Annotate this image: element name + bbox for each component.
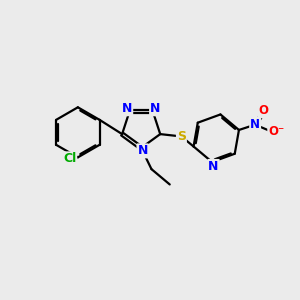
Text: O⁻: O⁻ bbox=[268, 124, 284, 138]
Text: O: O bbox=[258, 104, 268, 117]
Text: S: S bbox=[177, 130, 186, 143]
Text: N: N bbox=[250, 118, 260, 130]
Text: Cl: Cl bbox=[63, 152, 76, 165]
Text: N: N bbox=[208, 160, 219, 173]
Text: N: N bbox=[137, 144, 148, 158]
Text: N: N bbox=[122, 102, 132, 115]
Text: N: N bbox=[150, 102, 160, 115]
